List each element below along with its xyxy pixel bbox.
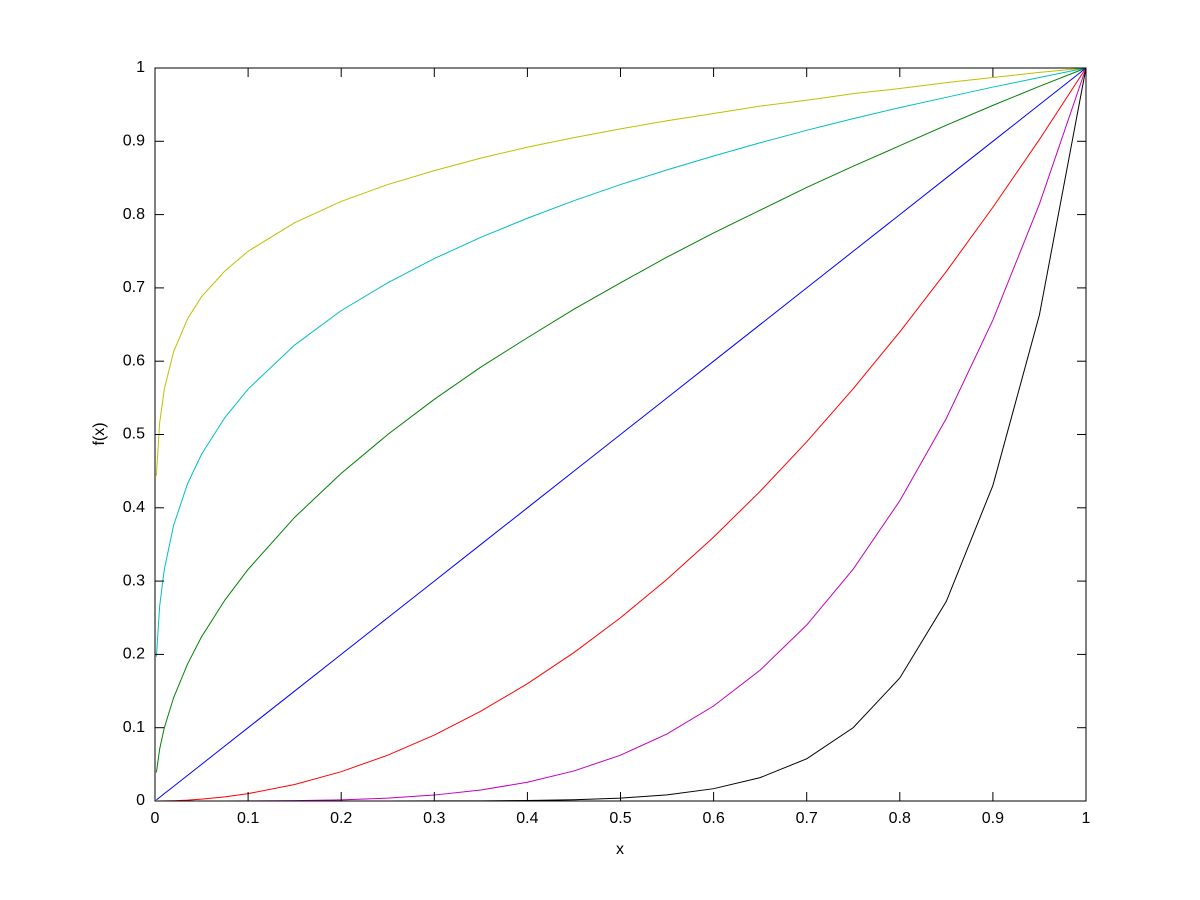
x-tick-label: 0.4 xyxy=(516,810,538,827)
x-tick-label: 0.7 xyxy=(796,810,818,827)
x-tick-label: 0.9 xyxy=(982,810,1004,827)
x-tick-label: 0.2 xyxy=(330,810,352,827)
y-tick-label: 0.8 xyxy=(123,206,145,223)
series-line xyxy=(155,67,1087,657)
x-tick-label: 0.6 xyxy=(702,810,724,827)
y-tick-label: 0.4 xyxy=(123,499,145,516)
y-tick-label: 1 xyxy=(136,59,145,76)
x-tick-label: 0.5 xyxy=(609,810,631,827)
x-tick-label: 0.3 xyxy=(423,810,445,827)
y-axis-label: f(x) xyxy=(91,422,108,445)
x-axis-label: x xyxy=(616,841,624,858)
series-line xyxy=(155,67,1087,773)
series-line xyxy=(155,67,1087,476)
series-line xyxy=(156,67,1087,801)
x-tick-label: 1 xyxy=(1082,810,1091,827)
y-tick-label: 0.2 xyxy=(123,646,145,663)
y-tick-label: 0.9 xyxy=(123,133,145,150)
x-tick-label: 0.8 xyxy=(889,810,911,827)
y-tick-label: 0.6 xyxy=(123,352,145,369)
x-tick-label: 0.1 xyxy=(237,810,259,827)
x-tick-label: 0 xyxy=(151,810,160,827)
y-tick-label: 0.7 xyxy=(123,279,145,296)
y-tick-label: 0.3 xyxy=(123,572,145,589)
series-line xyxy=(156,67,1087,802)
y-tick-label: 0.1 xyxy=(123,719,145,736)
y-tick-label: 0.5 xyxy=(123,426,145,443)
y-tick-label: 0 xyxy=(136,792,145,809)
